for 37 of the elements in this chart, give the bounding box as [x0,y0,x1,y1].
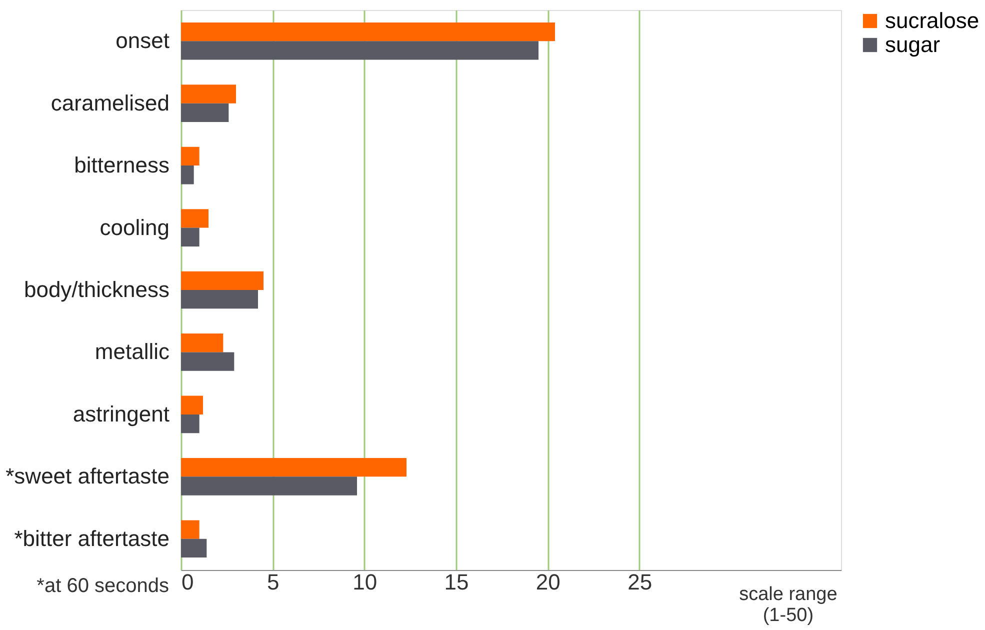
x-tick-label: 15 [444,570,469,594]
x-tick-label: 10 [352,570,378,594]
y-tick-label: bitterness [74,152,170,178]
y-tick-label: *sweet aftertaste [6,464,170,489]
y-tick-label: metallic [94,339,170,364]
text: scale range (1-50) [739,584,838,626]
bar [181,84,236,104]
bar [181,41,538,60]
y-tick-label: astringent [72,401,170,426]
legend-label: sugar [885,32,940,57]
x-tick-label: 5 [267,570,280,594]
bar [181,271,264,290]
bar [181,520,200,539]
bar [181,209,208,228]
y-tick-label: cooling [100,214,170,240]
bar [181,396,203,414]
bar [181,538,207,558]
bar [181,352,234,371]
bar [181,476,357,496]
y-tick-label: onset [116,28,170,54]
x-tick-label: 25 [628,570,652,594]
bar [181,458,406,477]
legend-label: sucralose [885,8,980,33]
bar [181,146,200,166]
x-tick-label: 20 [536,570,560,594]
bar [181,228,200,246]
bar [181,334,224,352]
x-tick-label: 0 [182,570,194,594]
bar [181,103,229,122]
y-tick-label: caramelised [50,90,170,116]
bar [181,22,555,42]
bar [181,414,200,434]
y-tick-label: body/thickness [24,277,170,302]
y-tick-label: *bitter aftertaste [14,526,170,551]
text: *at 60 seconds [36,575,169,597]
bar [181,290,258,309]
bar [181,166,194,184]
